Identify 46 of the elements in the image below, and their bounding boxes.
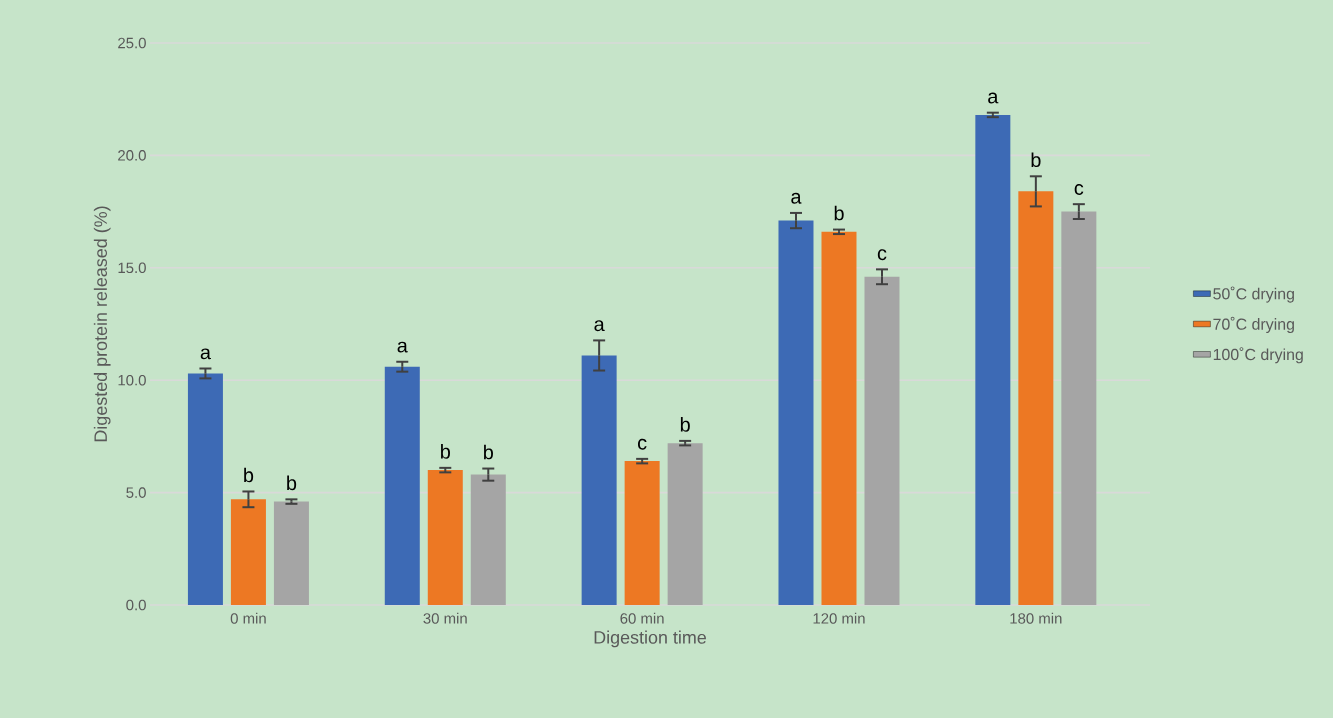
- legend-label: 100˚C drying: [1213, 347, 1303, 364]
- x-tick-label: 30 min: [423, 612, 467, 624]
- data-label: a: [200, 348, 211, 360]
- bar: [427, 470, 463, 605]
- legend-label: 50˚C drying: [1213, 286, 1294, 303]
- bar: [384, 366, 420, 605]
- data-label: b: [484, 444, 493, 460]
- y-tick-label: 10.0: [118, 374, 146, 386]
- y-tick-label: 25.0: [118, 37, 146, 49]
- data-label: b: [834, 205, 844, 221]
- bar: [581, 355, 617, 605]
- y-axis-title: Digested protein released (%): [93, 206, 111, 442]
- bar: [273, 501, 309, 605]
- bar: [778, 220, 814, 605]
- x-tick-label: 120 min: [813, 612, 865, 624]
- bar: [470, 474, 506, 605]
- data-label: b: [680, 417, 690, 432]
- data-label: c: [638, 438, 647, 450]
- bar: [1018, 191, 1054, 605]
- x-tick-label: 60 min: [620, 612, 664, 624]
- bar: [821, 231, 857, 605]
- bar: [864, 276, 900, 605]
- y-tick-label: 5.0: [126, 487, 146, 498]
- bar: [667, 443, 703, 605]
- data-label: b: [441, 444, 450, 459]
- data-label: a: [594, 320, 605, 332]
- x-tick-label: 0 min: [230, 612, 266, 624]
- bar: [230, 499, 266, 605]
- data-label: b: [244, 467, 254, 483]
- bar: [624, 461, 660, 605]
- data-label: b: [287, 475, 297, 491]
- x-axis-title: Digestion time: [594, 630, 706, 648]
- bar: [975, 114, 1011, 605]
- bar: [187, 373, 223, 605]
- data-label: a: [988, 92, 999, 104]
- data-label: a: [791, 192, 802, 204]
- legend-label: 70˚C drying: [1213, 316, 1294, 333]
- y-tick-label: 20.0: [118, 150, 146, 161]
- data-label: a: [397, 341, 408, 353]
- bar: [1061, 211, 1097, 605]
- y-tick-label: 15.0: [118, 262, 146, 274]
- data-label: c: [877, 249, 887, 261]
- y-tick-label: 0.0: [126, 599, 146, 611]
- data-label: b: [1031, 152, 1041, 168]
- x-tick-label: 180 min: [1010, 612, 1062, 624]
- data-label: c: [1074, 184, 1084, 195]
